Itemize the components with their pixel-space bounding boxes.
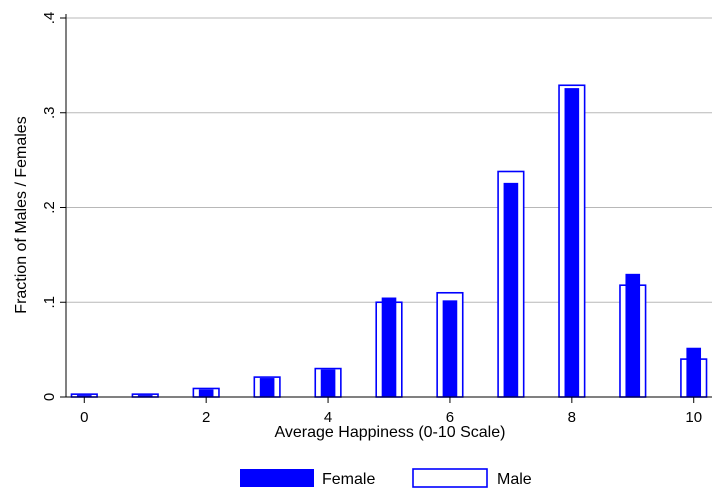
legend: Female Male	[240, 468, 532, 488]
bar-female	[686, 347, 702, 397]
x-tick-label: 8	[568, 409, 576, 426]
bar-female	[442, 300, 458, 397]
grid-lines	[66, 17, 712, 303]
legend-label-female: Female	[322, 471, 375, 488]
y-tick-label: .3	[41, 106, 58, 119]
x-tick-label: 2	[202, 409, 210, 426]
y-tick-label: .4	[41, 12, 58, 25]
bar-female	[76, 395, 92, 397]
axes: 0 .1 .2 .3 .4 0 2 4 6 8 10	[41, 12, 712, 426]
x-tick-label: 10	[685, 409, 702, 426]
bar-female	[503, 182, 519, 397]
bar-female	[137, 395, 153, 397]
bar-female	[381, 297, 397, 397]
bar-female	[625, 273, 641, 397]
y-tick-label: 0	[41, 393, 58, 401]
bars	[70, 84, 708, 398]
x-tick-label: 0	[80, 409, 88, 426]
bar-female	[198, 389, 214, 397]
bar-female	[259, 378, 275, 397]
legend-swatch-male	[412, 468, 488, 488]
legend-swatch-female	[240, 469, 314, 487]
y-tick-label: .2	[41, 201, 58, 214]
y-axis-label: Fraction of Males / Females	[13, 116, 30, 313]
x-axis-label: Average Happiness (0-10 Scale)	[275, 424, 506, 441]
bar-female	[564, 88, 580, 398]
bar-female	[320, 369, 336, 397]
x-tick-label: 4	[324, 409, 332, 426]
x-tick-label: 6	[446, 409, 454, 426]
legend-label-male: Male	[497, 471, 532, 488]
y-tick-label: .1	[41, 296, 58, 309]
